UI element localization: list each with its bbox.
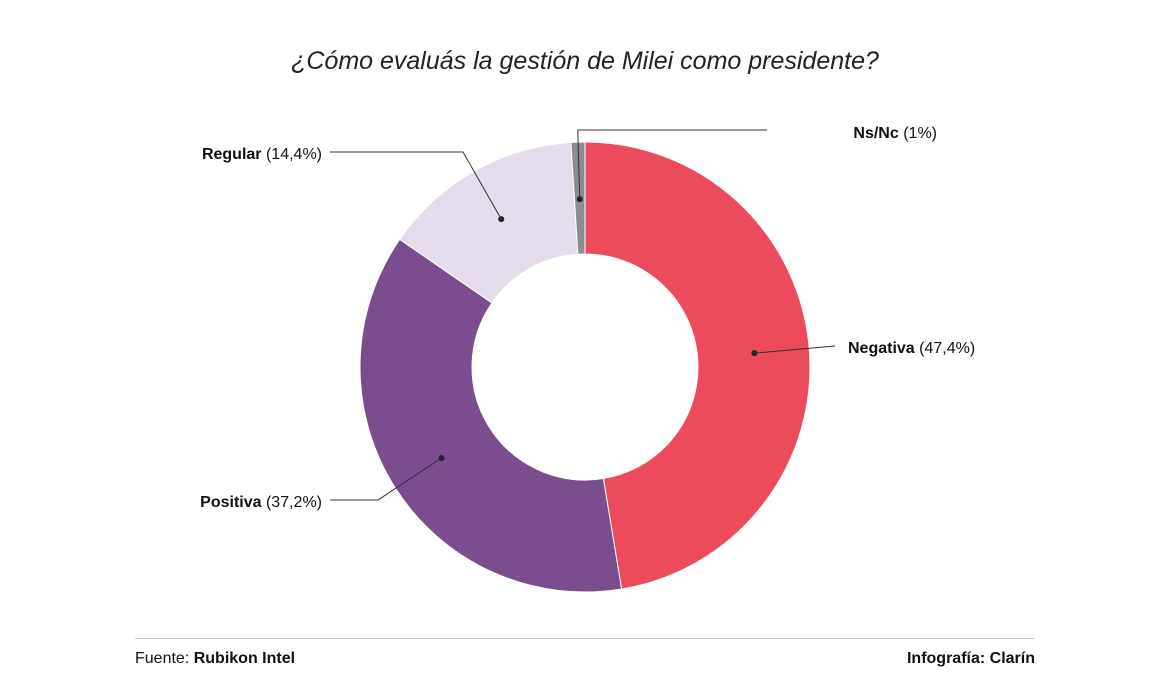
slice-label-1: Positiva (37,2%) <box>200 494 322 511</box>
source-label: Fuente: <box>135 650 190 667</box>
slice-name-1: Positiva <box>200 494 261 511</box>
credit-label: Infografía: <box>906 650 986 667</box>
chart-title: ¿Cómo evaluás la gestión de Milei como p… <box>291 47 879 75</box>
slice-name-2: Regular <box>202 146 262 163</box>
leader-line-2 <box>330 151 502 220</box>
slice-label-2: Regular (14,4%) <box>202 146 322 163</box>
slice-regular <box>399 141 579 304</box>
leader-line-1 <box>330 457 442 501</box>
slice-label-0: Negativa (47,4%) <box>848 340 975 357</box>
leader-line-0 <box>754 345 836 354</box>
slice-value-3: (1%) <box>899 125 937 142</box>
leader-line-3 <box>577 129 767 200</box>
credit-name: Clarín <box>989 650 1035 667</box>
slice-label-3: Ns/Nc (1%) <box>853 125 937 142</box>
slice-value-2: (14,4%) <box>262 146 322 163</box>
slice-positiva <box>359 238 623 593</box>
footer-divider <box>135 638 1035 639</box>
slices-group <box>359 141 811 593</box>
slice-name-3: Ns/Nc <box>853 125 898 142</box>
slice-value-1: (37,2%) <box>262 494 322 511</box>
footer-credit: Infografía: Clarín <box>907 650 1035 668</box>
footer-source: Fuente: Rubikon Intel <box>135 650 295 668</box>
slice-name-0: Negativa <box>848 340 915 357</box>
slice-negativa <box>584 141 811 590</box>
leader-lines-group <box>330 129 836 501</box>
slice-value-0: (47,4%) <box>915 340 975 357</box>
source-name: Rubikon Intel <box>193 650 296 667</box>
labels-group: Negativa (47,4%) Positiva (37,2%) Regular … <box>200 125 975 511</box>
